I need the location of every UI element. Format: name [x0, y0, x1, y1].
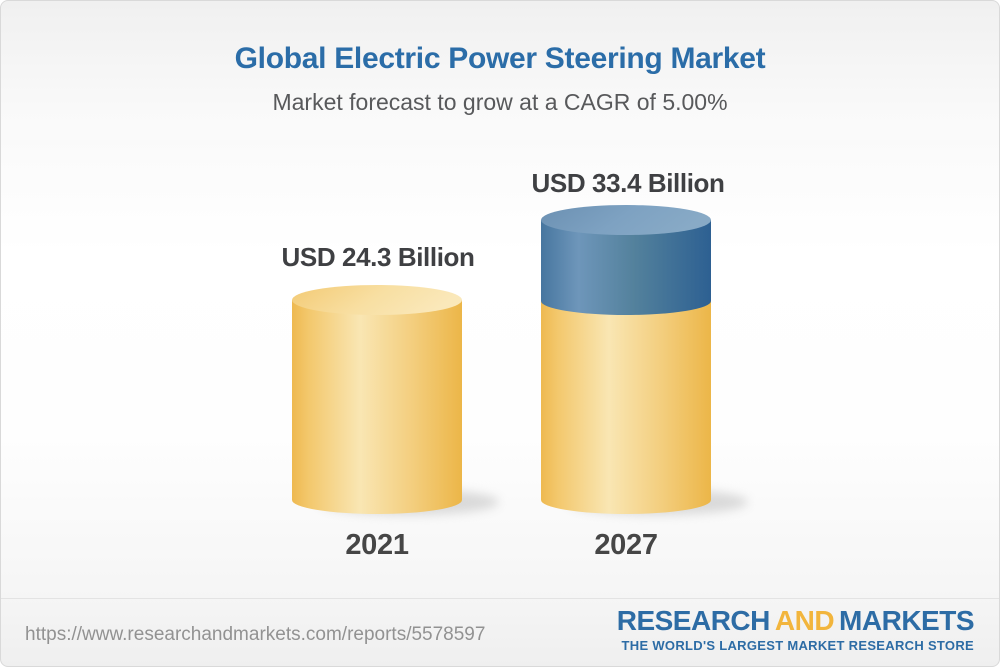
logo-word-markets: MARKETS — [839, 605, 974, 636]
page-title: Global Electric Power Steering Market — [234, 42, 766, 75]
research-and-markets-logo: RESEARCH AND MARKETS THE WORLD'S LARGEST M… — [616, 605, 975, 653]
cylinder-2027-top-face — [541, 205, 711, 235]
cylinder-2027-base-body — [541, 301, 711, 514]
value-label-2021: USD 24.3 Billion — [281, 242, 475, 272]
logo-wordmark: RESEARCH AND MARKETS — [616, 605, 975, 636]
logo-word-and: AND — [774, 605, 835, 636]
cylinder-2021-top-face — [292, 285, 462, 315]
category-label-2027: 2027 — [594, 529, 658, 561]
page-subtitle: Market forecast to grow at a CAGR of 5.0… — [272, 89, 728, 115]
cylinder-2027-growth-body — [541, 220, 711, 315]
cylinder-2021-body — [292, 300, 462, 514]
category-label-2021: 2021 — [345, 529, 409, 561]
logo-word-research: RESEARCH — [616, 605, 771, 636]
logo-tagline: THE WORLD'S LARGEST MARKET RESEARCH STOR… — [621, 638, 974, 653]
value-label-2027: USD 33.4 Billion — [531, 168, 725, 198]
report-url: https://www.researchandmarkets.com/repor… — [25, 624, 486, 645]
footer-divider — [1, 598, 999, 599]
